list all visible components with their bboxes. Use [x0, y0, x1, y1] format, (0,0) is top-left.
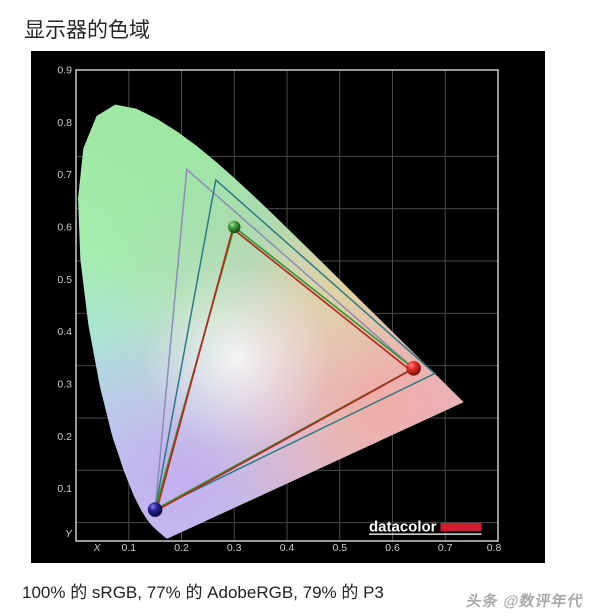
svg-text:0.4: 0.4 — [57, 326, 72, 338]
svg-text:0.7: 0.7 — [438, 542, 453, 554]
svg-text:0.4: 0.4 — [280, 542, 295, 554]
svg-text:0.8: 0.8 — [57, 117, 72, 129]
svg-text:X: X — [92, 542, 101, 554]
svg-text:0.9: 0.9 — [57, 65, 72, 77]
svg-text:0.6: 0.6 — [57, 222, 72, 234]
svg-text:0.8: 0.8 — [487, 542, 502, 554]
svg-text:0.3: 0.3 — [227, 542, 242, 554]
svg-text:0.7: 0.7 — [57, 169, 72, 181]
svg-text:0.3: 0.3 — [57, 379, 72, 391]
svg-text:Y: Y — [65, 528, 73, 540]
svg-text:0.1: 0.1 — [121, 542, 136, 554]
svg-text:0.6: 0.6 — [385, 542, 400, 554]
svg-text:0.2: 0.2 — [57, 431, 72, 443]
svg-text:datacolor: datacolor — [369, 519, 437, 536]
svg-text:0.5: 0.5 — [332, 542, 347, 554]
svg-text:0.1: 0.1 — [57, 483, 72, 495]
svg-text:0.5: 0.5 — [57, 274, 72, 286]
svg-text:0.2: 0.2 — [174, 542, 189, 554]
